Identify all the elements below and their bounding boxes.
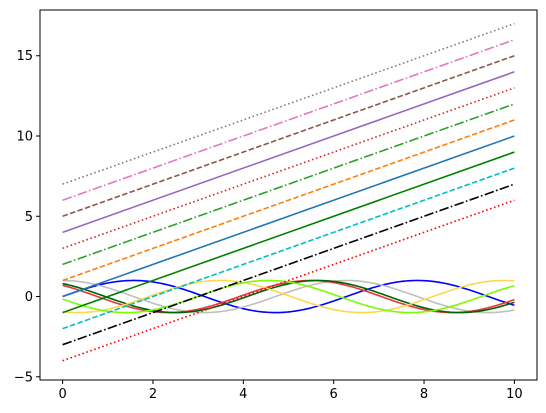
linear-series-6 <box>62 119 515 282</box>
x-tick-label: 8 <box>420 387 428 402</box>
y-tick-label: 5 <box>25 210 33 225</box>
plot-area-frame <box>39 9 538 381</box>
x-tick-label: 2 <box>149 387 157 402</box>
y-tick-label: 10 <box>16 130 33 145</box>
linear-series-9 <box>62 71 515 234</box>
wave-series-4 <box>62 279 515 314</box>
linear-series-12 <box>62 22 515 185</box>
linear-series-1 <box>62 199 515 362</box>
wave-series-2 <box>62 279 515 314</box>
y-tick-label: −5 <box>14 370 33 385</box>
y-tick-label: 0 <box>25 290 33 305</box>
y-axis: −5 0 5 10 15 <box>14 49 40 385</box>
wave-series-5 <box>62 279 515 314</box>
x-tick-label: 10 <box>506 387 523 402</box>
linear-series-8 <box>62 87 515 250</box>
linear-series-10 <box>62 54 515 218</box>
linear-series-4 <box>62 151 515 314</box>
series-layer <box>62 22 515 362</box>
y-tick-label: 15 <box>16 49 33 64</box>
linear-series-3 <box>62 167 515 330</box>
linear-series-7 <box>62 103 515 266</box>
x-axis: 0 2 4 6 8 10 <box>58 380 523 402</box>
linear-series-5 <box>62 135 515 298</box>
x-tick-label: 6 <box>330 387 338 402</box>
x-tick-label: 0 <box>58 387 66 402</box>
x-tick-label: 4 <box>239 387 247 402</box>
wave-series-6 <box>62 279 515 314</box>
wave-series-1 <box>62 279 515 314</box>
